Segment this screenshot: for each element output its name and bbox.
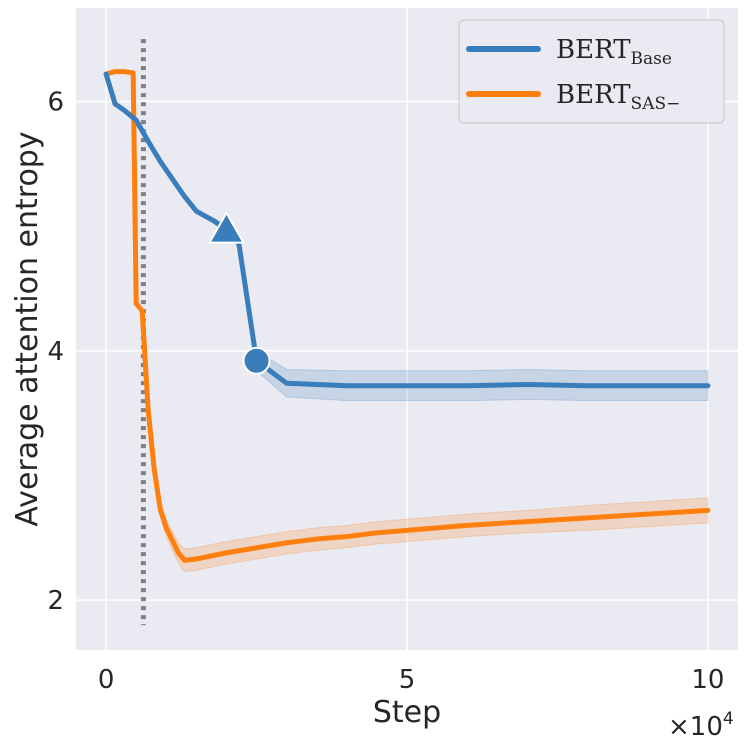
series-line-1 — [103, 69, 711, 563]
x-multiplier-base: ×10 — [668, 712, 723, 742]
legend-label-base: BERTBase — [556, 35, 672, 69]
x-multiplier-exponent: 4 — [723, 709, 734, 729]
y-tick-label: 6 — [47, 87, 64, 117]
tick-labels: 0 5 10 2 4 6 — [47, 87, 724, 695]
legend-label-base-sub: Base — [631, 49, 672, 69]
y-tick-label: 4 — [47, 337, 64, 367]
legend-label-sas-sub: SAS− — [631, 94, 681, 114]
x-axis-label: Step — [373, 695, 441, 730]
x-axis-multiplier: ×104 — [668, 709, 734, 742]
legend-label-base-name: BERT — [556, 35, 631, 65]
triangle-marker — [207, 210, 246, 244]
series-markers — [207, 210, 271, 375]
legend-box — [458, 19, 725, 124]
circle-marker — [242, 346, 271, 375]
legend-label-sas-name: BERT — [556, 80, 631, 110]
x-tick-label: 10 — [691, 665, 724, 695]
legend-label-sas: BERTSAS− — [556, 80, 680, 114]
x-tick-label: 0 — [98, 665, 115, 695]
y-tick-label: 2 — [47, 586, 64, 616]
y-axis-label: Average attention entropy — [10, 131, 45, 526]
x-tick-label: 5 — [399, 665, 416, 695]
legend: BERTBase BERTSAS− — [458, 19, 725, 124]
